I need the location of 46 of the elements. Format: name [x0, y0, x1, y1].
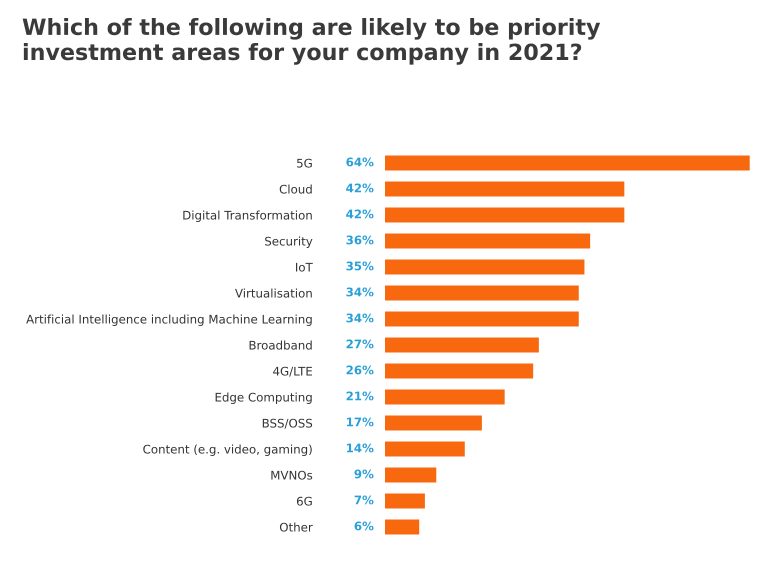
bar	[385, 363, 534, 379]
y-tick-label: Virtualisation	[235, 288, 312, 298]
y-tick-label: 4G/LTE	[273, 366, 312, 377]
bar	[385, 233, 590, 249]
data-label: 34%	[346, 313, 374, 322]
bar	[385, 285, 579, 301]
data-label: 6%	[354, 521, 374, 530]
y-tick-label: Artificial Intelligence including Machine Learning	[26, 314, 312, 326]
bar	[385, 389, 505, 405]
data-label: 9%	[354, 469, 374, 478]
bar	[385, 493, 425, 509]
data-label: 42%	[346, 183, 374, 192]
y-tick-label: Cloud	[280, 184, 312, 194]
data-label: 14%	[346, 443, 374, 452]
bar	[385, 441, 465, 457]
bar	[385, 311, 579, 327]
y-tick-label: IoT	[296, 262, 313, 272]
data-label: 21%	[346, 391, 374, 400]
bar	[385, 467, 436, 483]
data-label: 34%	[346, 287, 374, 296]
bar	[385, 337, 539, 353]
data-label: 26%	[346, 365, 374, 374]
bar	[385, 259, 584, 275]
bar	[385, 519, 420, 535]
y-tick-label: MVNOs	[271, 470, 312, 480]
chart-title: Which of the following are likely to be priority investment areas for your company in 2021?	[22, 18, 600, 65]
data-label: 42%	[346, 209, 374, 218]
y-tick-label: Digital Transformation	[183, 210, 312, 222]
y-tick-label: Broadband	[250, 340, 312, 350]
bar	[385, 155, 750, 171]
y-tick-label: Edge Computing	[216, 392, 312, 404]
bar	[385, 181, 624, 197]
data-label: 36%	[346, 235, 374, 244]
y-tick-label: Content (e.g. video, gaming)	[143, 444, 312, 456]
y-tick-label: Other	[280, 522, 313, 532]
y-tick-label: 5G	[297, 158, 312, 168]
bar	[385, 207, 624, 223]
data-label: 35%	[346, 261, 374, 270]
y-tick-label: BSS/OSS	[262, 418, 312, 429]
data-label: 17%	[346, 417, 374, 426]
bar	[385, 415, 482, 431]
y-tick-label: Security	[265, 236, 312, 248]
y-tick-label: 6G	[296, 496, 312, 506]
data-label: 7%	[354, 495, 374, 504]
data-label: 27%	[346, 339, 374, 348]
data-label: 64%	[346, 157, 374, 166]
